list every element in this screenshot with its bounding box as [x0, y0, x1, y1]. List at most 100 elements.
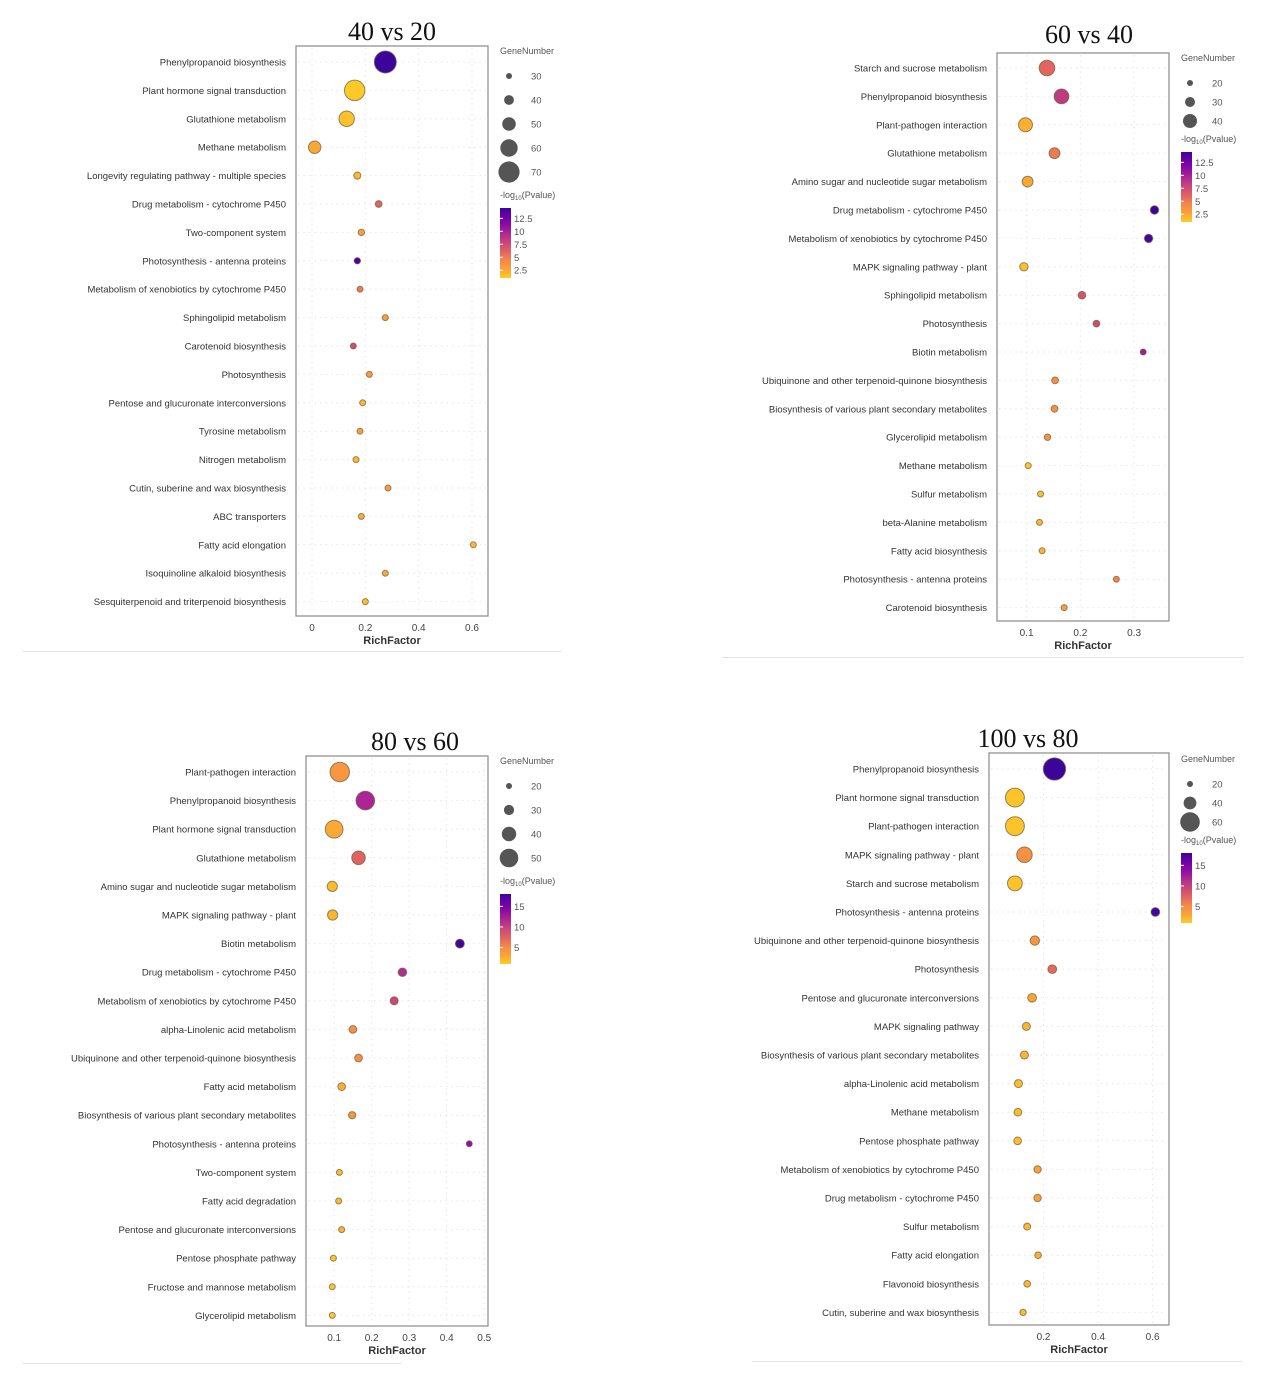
data-point[interactable]	[1053, 88, 1070, 105]
data-point[interactable]	[326, 880, 338, 892]
data-point[interactable]	[1112, 575, 1120, 583]
y-tick-label: Drug metabolism - cytochrome P450	[825, 1194, 979, 1205]
data-point[interactable]	[349, 342, 357, 350]
data-point[interactable]	[348, 1111, 357, 1120]
size-legend-label: 30	[531, 72, 542, 83]
data-point[interactable]	[357, 512, 365, 520]
size-legend-title: GeneNumber	[500, 756, 554, 766]
color-legend-title: -log10(Pvalue)	[500, 876, 555, 888]
data-point[interactable]	[1013, 1079, 1023, 1089]
y-tick-label: Glutathione metabolism	[196, 853, 296, 864]
data-point[interactable]	[1042, 757, 1067, 781]
color-legend-title: -log10(Pvalue)	[1181, 134, 1236, 146]
data-point[interactable]	[1035, 518, 1043, 526]
data-point[interactable]	[1038, 547, 1046, 555]
data-point[interactable]	[454, 938, 465, 949]
data-point[interactable]	[1033, 1165, 1042, 1174]
data-point[interactable]	[1016, 846, 1033, 864]
data-point[interactable]	[337, 1082, 346, 1091]
data-point[interactable]	[355, 790, 376, 811]
data-point[interactable]	[338, 1226, 346, 1234]
data-point[interactable]	[338, 110, 355, 128]
data-point[interactable]	[329, 761, 350, 783]
data-point[interactable]	[1048, 147, 1061, 160]
data-point[interactable]	[324, 819, 344, 839]
data-point[interactable]	[1150, 907, 1161, 917]
data-point[interactable]	[373, 50, 397, 74]
data-point[interactable]	[353, 257, 362, 265]
data-point[interactable]	[348, 1025, 358, 1034]
x-tick-label: 0.4	[1091, 1332, 1105, 1343]
data-point[interactable]	[356, 285, 364, 293]
data-point[interactable]	[1004, 816, 1025, 837]
data-point[interactable]	[335, 1197, 343, 1205]
y-tick-label: Fatty acid elongation	[891, 1251, 979, 1262]
data-point[interactable]	[329, 1254, 337, 1262]
data-point[interactable]	[1143, 233, 1154, 244]
data-point[interactable]	[1006, 875, 1023, 892]
y-tick-label: Sphingolipid metabolism	[884, 291, 987, 302]
y-tick-label: Plant hormone signal transduction	[152, 825, 296, 836]
data-point[interactable]	[397, 967, 408, 977]
y-tick-label: Metabolism of xenobiotics by cytochrome …	[87, 285, 286, 296]
data-point[interactable]	[328, 1311, 336, 1319]
data-point[interactable]	[1024, 462, 1032, 470]
data-point[interactable]	[1027, 992, 1037, 1003]
data-point[interactable]	[1013, 1107, 1023, 1117]
x-tick-label: 0.6	[465, 623, 479, 634]
size-legend-key	[1183, 796, 1197, 810]
data-point[interactable]	[1060, 604, 1068, 612]
data-point[interactable]	[1043, 433, 1052, 441]
data-point[interactable]	[1023, 1222, 1032, 1231]
data-point[interactable]	[351, 850, 366, 866]
data-point[interactable]	[307, 140, 322, 154]
data-point[interactable]	[356, 427, 364, 435]
data-point[interactable]	[365, 370, 373, 378]
data-point[interactable]	[1051, 376, 1059, 385]
data-point[interactable]	[353, 171, 362, 180]
size-legend-key	[506, 783, 512, 789]
data-point[interactable]	[1149, 205, 1160, 215]
y-tick-label: Nitrogen metabolism	[199, 455, 286, 466]
data-point[interactable]	[469, 541, 477, 549]
data-point[interactable]	[359, 399, 367, 407]
data-point[interactable]	[328, 1283, 336, 1291]
data-point[interactable]	[352, 456, 360, 464]
data-point[interactable]	[381, 314, 389, 322]
data-point[interactable]	[1023, 1279, 1032, 1288]
data-point[interactable]	[1037, 490, 1045, 498]
data-point[interactable]	[465, 1140, 473, 1148]
bubble-chart-80-vs-60: 80 vs 60 Plant-pathogen interaction Phenyl…	[71, 727, 555, 1357]
data-point[interactable]	[1050, 404, 1059, 413]
data-point[interactable]	[327, 909, 339, 921]
size-legend-key	[502, 117, 516, 131]
data-point[interactable]	[1021, 1021, 1031, 1031]
data-point[interactable]	[335, 1168, 343, 1176]
data-point[interactable]	[1019, 1308, 1027, 1317]
data-point[interactable]	[1021, 175, 1034, 188]
data-point[interactable]	[389, 996, 399, 1006]
data-point[interactable]	[381, 569, 389, 577]
data-point[interactable]	[384, 484, 392, 492]
data-point[interactable]	[1013, 1136, 1022, 1146]
data-point[interactable]	[1034, 1251, 1042, 1260]
data-point[interactable]	[374, 200, 383, 208]
data-point[interactable]	[357, 228, 366, 237]
data-point[interactable]	[354, 1053, 363, 1063]
data-point[interactable]	[1033, 1193, 1042, 1203]
data-point[interactable]	[1019, 262, 1029, 272]
size-legend-label: 40	[1212, 117, 1223, 128]
data-point[interactable]	[343, 79, 366, 102]
data-point[interactable]	[1038, 59, 1056, 77]
data-point[interactable]	[1004, 787, 1025, 808]
data-point[interactable]	[1029, 935, 1041, 946]
chart-title: 80 vs 60	[371, 727, 459, 756]
y-tick-label: Fatty acid biosynthesis	[891, 546, 987, 557]
data-point[interactable]	[1017, 117, 1033, 133]
data-point[interactable]	[1139, 348, 1147, 356]
data-point[interactable]	[1019, 1050, 1029, 1060]
data-point[interactable]	[1047, 964, 1058, 975]
data-point[interactable]	[1092, 319, 1101, 328]
data-point[interactable]	[1077, 290, 1087, 300]
data-point[interactable]	[361, 598, 369, 606]
